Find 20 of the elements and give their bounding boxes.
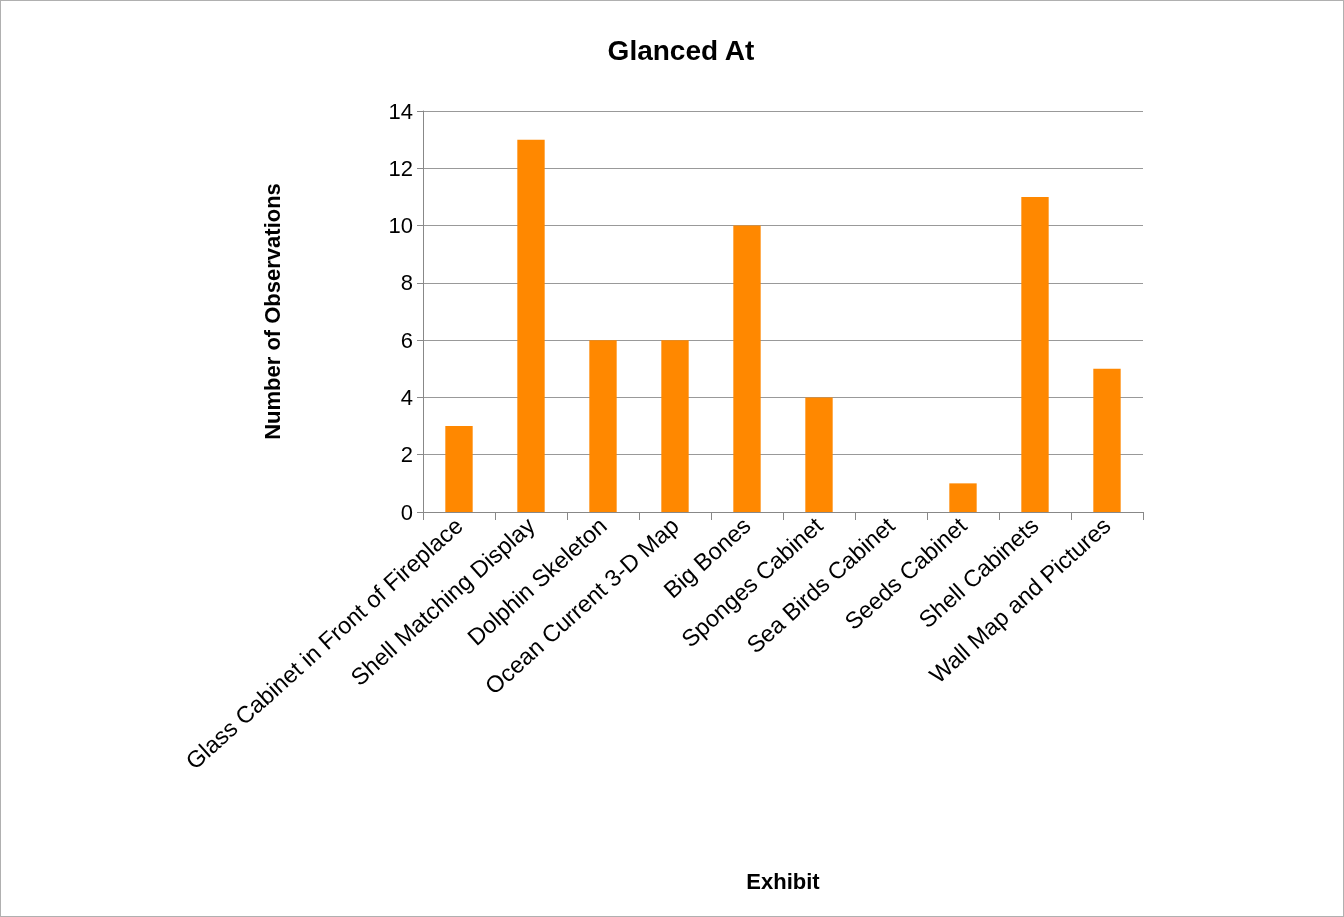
x-axis-title: Exhibit [746,868,821,894]
bar [805,397,833,512]
bar [1021,196,1049,512]
bar [445,426,473,512]
bar [517,139,545,512]
y-tick-label: 2 [400,442,413,468]
bar [661,340,689,512]
bar [1093,368,1121,512]
y-axis-title: Number of Observations [259,183,285,440]
y-tick-label: 4 [400,384,413,410]
bar [589,340,617,512]
y-tick-label: 14 [388,98,413,124]
y-tick-label: 8 [400,270,413,296]
y-tick-label: 0 [400,499,413,525]
bar [733,225,761,512]
y-tick-label: 10 [388,213,413,239]
bar [949,483,977,512]
chart-title: Glanced At [607,34,755,66]
y-tick-label: 12 [388,155,413,181]
y-tick-label: 6 [400,327,413,353]
